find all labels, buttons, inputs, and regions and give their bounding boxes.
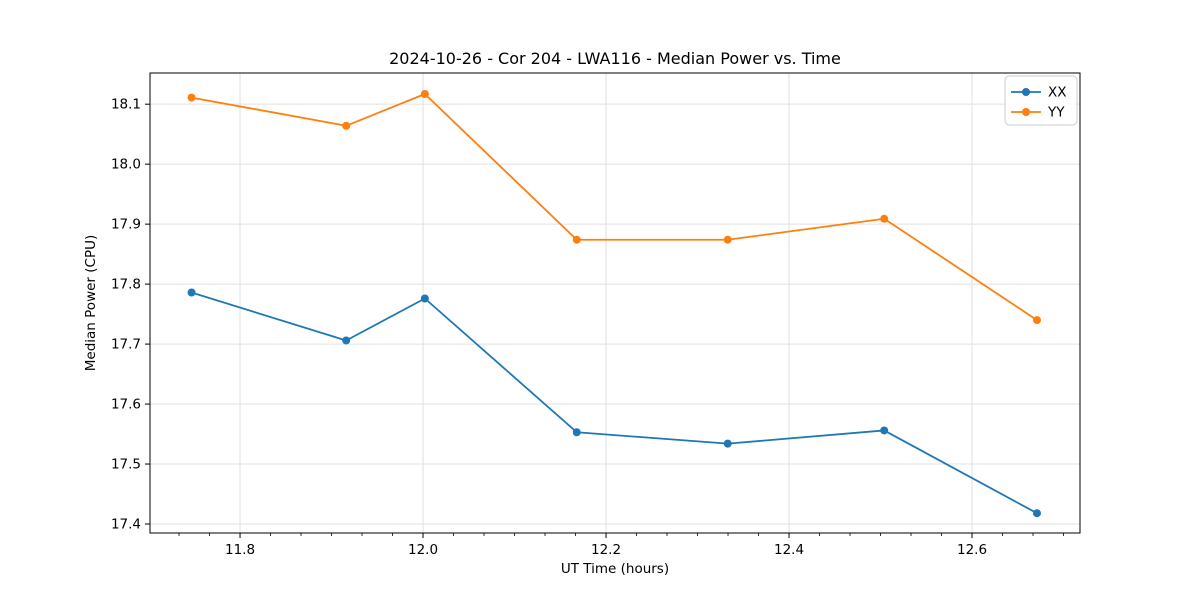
x-tick-label: 12.2 — [591, 542, 621, 558]
series-YY — [187, 89, 1041, 325]
data-point-XX — [420, 294, 429, 303]
legend-box — [1004, 75, 1078, 126]
grid — [150, 73, 1080, 533]
x-tick-label: 12.6 — [957, 542, 987, 558]
data-point-YY — [723, 235, 732, 244]
x-tick-label: 12.0 — [408, 542, 438, 558]
data-point-XX — [342, 336, 351, 345]
data-point-YY — [572, 235, 581, 244]
y-axis-label: Median Power (CPU) — [83, 235, 99, 371]
data-point-XX — [187, 288, 196, 297]
data-point-YY — [1032, 316, 1041, 325]
y-tick-label: 17.4 — [111, 517, 141, 533]
data-point-XX — [723, 439, 732, 448]
chart-title: 2024-10-26 - Cor 204 - LWA116 - Median P… — [389, 49, 841, 68]
axes-spines — [149, 72, 1081, 534]
y-axis: 17.4 17.5 17.6 17.7 17.8 17.9 18.0 18.1 — [111, 97, 150, 533]
legend-marker-sample — [1022, 108, 1030, 116]
plot-area — [150, 73, 1080, 533]
y-tick-label: 17.9 — [111, 217, 141, 233]
data-point-YY — [187, 93, 196, 102]
series-XX — [187, 288, 1041, 518]
y-tick-label: 18.0 — [111, 157, 141, 173]
data-point-XX — [880, 426, 889, 435]
data-point-XX — [1032, 509, 1041, 518]
legend-marker-sample — [1022, 88, 1030, 96]
data-point-XX — [572, 428, 581, 437]
legend: XX YY — [1004, 75, 1078, 126]
y-tick-label: 17.6 — [111, 397, 141, 413]
legend-label: YY — [1047, 105, 1065, 121]
data-point-YY — [880, 214, 889, 223]
legend-label: XX — [1048, 85, 1067, 101]
data-point-YY — [420, 89, 429, 98]
x-tick-label: 11.8 — [225, 542, 255, 558]
y-tick-label: 17.5 — [111, 457, 141, 473]
legend-entry-XX: XX — [1011, 85, 1067, 101]
data-point-YY — [342, 121, 351, 130]
y-tick-label: 18.1 — [111, 97, 141, 113]
legend-entry-YY: YY — [1011, 105, 1065, 121]
x-axis-label: UT Time (hours) — [561, 561, 669, 577]
x-tick-label: 12.4 — [774, 542, 804, 558]
x-axis: 11.8 12.0 12.2 12.4 12.6 — [178, 533, 1064, 558]
y-tick-label: 17.8 — [111, 277, 141, 293]
y-tick-label: 17.7 — [111, 337, 141, 353]
